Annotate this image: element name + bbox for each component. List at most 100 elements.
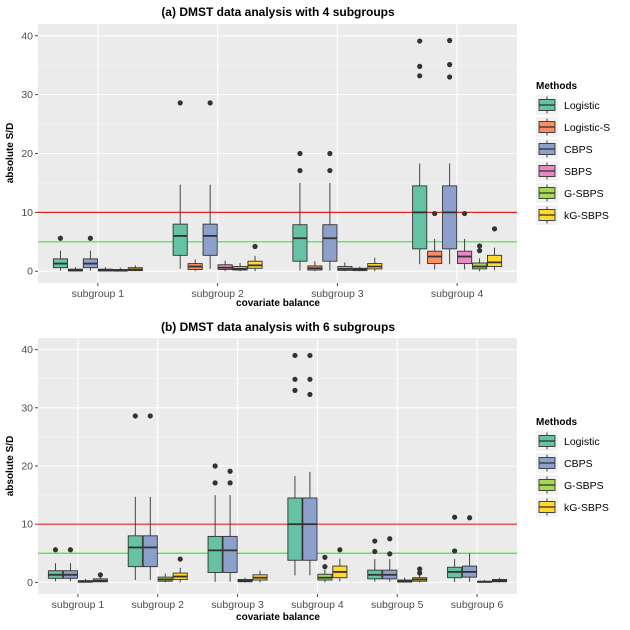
outlier-point [52, 547, 59, 553]
outlier-point [417, 73, 423, 79]
box [307, 261, 323, 272]
legend-label: CBPS [564, 458, 593, 470]
outlier-point [322, 554, 328, 560]
x-tick-label: subgroup 2 [131, 599, 184, 611]
box [397, 577, 413, 583]
outlier-point [307, 391, 313, 398]
legend-label: G-SBPS [564, 188, 604, 200]
box [92, 572, 108, 583]
box [207, 463, 223, 582]
box [127, 413, 143, 581]
box [77, 578, 93, 583]
box [52, 235, 68, 271]
box [142, 413, 158, 581]
y-tick-label: 40 [21, 30, 33, 42]
legend-label: kG-SBPS [564, 210, 609, 222]
box-body [207, 535, 223, 573]
x-tick-label: subgroup 1 [72, 288, 125, 300]
outlier-point [297, 150, 303, 157]
legend-item: CBPS [536, 139, 593, 159]
legend-item: Logistic [536, 95, 600, 115]
panel-a-y-axis-label: absolute S/D [5, 123, 16, 184]
legend-item: Logistic-S [536, 117, 610, 137]
y-tick-label: 40 [21, 344, 33, 356]
outlier-point [327, 150, 333, 157]
box [367, 257, 383, 272]
box-body [292, 224, 308, 262]
outlier-point [432, 210, 438, 217]
box [317, 554, 333, 583]
y-tick-label: 20 [21, 148, 33, 160]
box [187, 259, 203, 272]
outlier-point [452, 548, 458, 554]
box [487, 226, 503, 271]
legend-label: G-SBPS [564, 480, 604, 492]
outlier-point [447, 37, 453, 44]
outlier-point [227, 480, 233, 486]
outlier-point [417, 566, 423, 572]
legend-item: CBPS [536, 453, 593, 473]
y-tick-label: 0 [27, 577, 33, 589]
outlier-point [476, 248, 483, 254]
legend-item: SBPS [536, 161, 592, 181]
legend-label: CBPS [564, 144, 593, 156]
box-body [142, 535, 158, 568]
outlier-point [292, 352, 298, 359]
box [477, 580, 493, 583]
outlier-point [476, 243, 483, 249]
box [217, 260, 233, 272]
box [67, 267, 83, 272]
box [292, 150, 308, 271]
x-tick-label: subgroup 1 [52, 599, 105, 611]
box [172, 100, 188, 269]
outlier-point [177, 100, 183, 106]
panel-a-title: (a) DMST data analysis with 4 subgroups [161, 5, 395, 19]
panel-b-x-axis-label: covariate balance [236, 612, 320, 623]
legend-item: Logistic [536, 431, 600, 451]
outlier-point [417, 63, 423, 69]
outlier-point [447, 62, 453, 68]
legend-label: Logistic-S [564, 122, 610, 134]
outlier-point [212, 463, 218, 469]
box [47, 547, 63, 582]
outlier-point [387, 536, 393, 542]
outlier-point [327, 167, 333, 174]
box [287, 352, 303, 576]
box [367, 538, 383, 582]
panel-b-legend: Methods Logistic CBPS G-SBPS kG-SBPS [536, 417, 609, 517]
legend-item: kG-SBPS [536, 497, 609, 517]
box [332, 547, 348, 582]
box-body [172, 223, 188, 256]
legend-item: G-SBPS [536, 475, 604, 495]
outlier-point [87, 235, 93, 241]
x-tick-label: subgroup 3 [211, 599, 264, 611]
box [157, 573, 173, 583]
box-body [302, 497, 318, 561]
box-body [287, 497, 303, 561]
outlier-point [252, 243, 258, 250]
box [252, 570, 268, 583]
outlier-point [297, 167, 303, 174]
legend-label: SBPS [564, 166, 592, 178]
box [302, 352, 318, 576]
outlier-point [452, 514, 458, 520]
box-body [127, 535, 143, 568]
outlier-point [57, 235, 64, 241]
y-tick-label: 30 [21, 402, 33, 414]
box [237, 577, 253, 583]
box [172, 556, 188, 583]
y-tick-label: 30 [21, 89, 33, 101]
outlier-point [322, 564, 328, 570]
panel-a: (a) DMST data analysis with 4 subgroups … [5, 5, 610, 309]
legend-label: Logistic [564, 436, 600, 448]
outlier-point [491, 226, 498, 232]
outlier-point [372, 548, 378, 555]
box-body [412, 185, 428, 250]
outlier-point [466, 515, 473, 521]
y-tick-label: 0 [27, 266, 33, 278]
box [412, 566, 428, 583]
box [492, 577, 508, 583]
outlier-point [67, 547, 74, 553]
outlier-point [372, 538, 378, 544]
box [412, 38, 428, 265]
